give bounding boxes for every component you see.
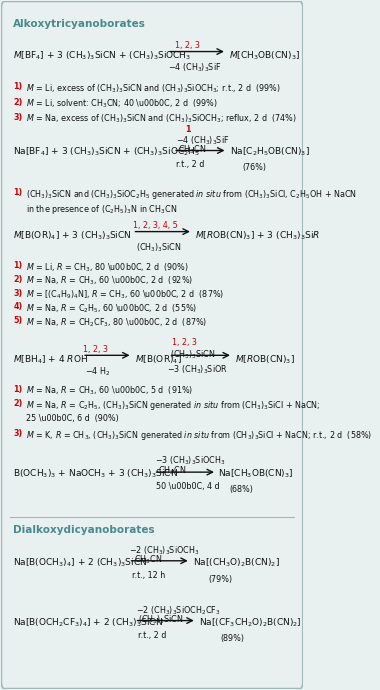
Text: $M$ = K, $R$ = CH$_3$, (CH$_3$)$_3$SiCN generated $\it{in\ situ}$ from (CH$_3$)$: $M$ = K, $R$ = CH$_3$, (CH$_3$)$_3$SiCN … xyxy=(26,429,372,442)
Text: Na[CH$_3$OB(CN)$_3$]: Na[CH$_3$OB(CN)$_3$] xyxy=(218,467,294,480)
Text: Na[B(OCH$_3$)$_4$] + 2 (CH$_3$)$_3$SiCN: Na[B(OCH$_3$)$_4$] + 2 (CH$_3$)$_3$SiCN xyxy=(13,557,148,569)
Text: CH$_3$CN: CH$_3$CN xyxy=(158,464,186,477)
Text: $-$4 H$_2$: $-$4 H$_2$ xyxy=(85,366,111,378)
Text: 5): 5) xyxy=(13,316,23,325)
Text: $M$[BF$_4$] + 3 (CH$_3$)$_3$SiCN + (CH$_3$)$_3$SiOCH$_3$: $M$[BF$_4$] + 3 (CH$_3$)$_3$SiCN + (CH$_… xyxy=(13,50,192,62)
Text: 1): 1) xyxy=(13,188,23,197)
Text: Dialkoxydicyanoborates: Dialkoxydicyanoborates xyxy=(13,525,155,535)
Text: $M$[$R$OB(CN)$_3$] + 3 (CH$_3$)$_3$Si$R$: $M$[$R$OB(CN)$_3$] + 3 (CH$_3$)$_3$Si$R$ xyxy=(195,230,320,242)
Text: 1): 1) xyxy=(13,83,23,92)
Text: 4): 4) xyxy=(13,302,23,311)
Text: (76%): (76%) xyxy=(242,163,266,172)
Text: Alkoxytricyanoborates: Alkoxytricyanoborates xyxy=(13,19,146,28)
Text: (68%): (68%) xyxy=(230,484,254,493)
Text: $-$3 (CH$_3$)$_3$SiOCH$_3$: $-$3 (CH$_3$)$_3$SiOCH$_3$ xyxy=(155,455,225,467)
Text: $M$ = Li, solvent: CH$_3$CN; 40 \u00b0C, 2 d  (99%): $M$ = Li, solvent: CH$_3$CN; 40 \u00b0C,… xyxy=(26,97,218,110)
Text: $-$4 (CH$_3$)$_3$SiF: $-$4 (CH$_3$)$_3$SiF xyxy=(176,135,230,147)
Text: (CH$_3$)$_3$SiCN and (CH$_3$)$_3$SiOC$_2$H$_5$ generated $\it{in\ situ}$ from (C: (CH$_3$)$_3$SiCN and (CH$_3$)$_3$SiOC$_2… xyxy=(26,188,357,201)
Text: 2): 2) xyxy=(13,275,23,284)
Text: 3): 3) xyxy=(13,288,23,297)
Text: 1): 1) xyxy=(13,261,23,270)
Text: Na[C$_2$H$_5$OB(CN)$_3$]: Na[C$_2$H$_5$OB(CN)$_3$] xyxy=(230,146,310,158)
Text: $M$ = Na, $R$ = CH$_2$CF$_3$, 80 \u00b0C, 2 d  (87%): $M$ = Na, $R$ = CH$_2$CF$_3$, 80 \u00b0C… xyxy=(26,316,207,328)
Text: $-$3 (CH$_3$)$_3$SiOR: $-$3 (CH$_3$)$_3$SiOR xyxy=(167,364,228,376)
Text: 1, 2, 3: 1, 2, 3 xyxy=(172,338,196,347)
Text: CH$_3$CN: CH$_3$CN xyxy=(178,144,206,156)
Text: (79%): (79%) xyxy=(209,575,233,584)
Text: $M$ = Li, excess of (CH$_3$)$_3$SiCN and (CH$_3$)$_3$SiOCH$_3$; r.t., 2 d  (99%): $M$ = Li, excess of (CH$_3$)$_3$SiCN and… xyxy=(26,83,281,95)
Text: $M$ = Na, excess of (CH$_3$)$_3$SiCN and (CH$_3$)$_3$SiOCH$_3$; reflux, 2 d  (74: $M$ = Na, excess of (CH$_3$)$_3$SiCN and… xyxy=(26,112,297,125)
Text: 1: 1 xyxy=(185,125,191,134)
Text: 1, 2, 3, 4, 5: 1, 2, 3, 4, 5 xyxy=(133,221,178,230)
Text: (89%): (89%) xyxy=(221,634,245,643)
Text: $M$ = Na, $R$ = C$_2$H$_5$, 60 \u00b0C, 2 d  (55%): $M$ = Na, $R$ = C$_2$H$_5$, 60 \u00b0C, … xyxy=(26,302,197,315)
Text: 2): 2) xyxy=(13,399,23,408)
Text: $M$[BH$_4$] + 4 $R$OH: $M$[BH$_4$] + 4 $R$OH xyxy=(13,353,89,366)
Text: Na[(CF$_3$CH$_2$O)$_2$B(CN)$_2$]: Na[(CF$_3$CH$_2$O)$_2$B(CN)$_2$] xyxy=(199,616,301,629)
Text: in the presence of (C$_2$H$_5$)$_3$N in CH$_3$CN: in the presence of (C$_2$H$_5$)$_3$N in … xyxy=(26,204,177,217)
Text: $-$2 (CH$_3$)$_3$SiOCH$_3$: $-$2 (CH$_3$)$_3$SiOCH$_3$ xyxy=(130,544,200,557)
Text: 50 \u00b0C, 4 d: 50 \u00b0C, 4 d xyxy=(156,482,219,491)
Text: 1, 2, 3: 1, 2, 3 xyxy=(83,345,108,354)
Text: r.t., 2 d: r.t., 2 d xyxy=(138,631,166,640)
Text: 3): 3) xyxy=(13,429,23,438)
Text: Na[(CH$_3$O)$_2$B(CN)$_2$]: Na[(CH$_3$O)$_2$B(CN)$_2$] xyxy=(193,557,280,569)
Text: 1): 1) xyxy=(13,385,23,394)
Text: $M$ = Li, $R$ = CH$_3$, 80 \u00b0C, 2 d  (90%): $M$ = Li, $R$ = CH$_3$, 80 \u00b0C, 2 d … xyxy=(26,261,189,274)
Text: 25 \u00b0C, 6 d  (90%): 25 \u00b0C, 6 d (90%) xyxy=(26,414,119,423)
Text: $M$ = Na, $R$ = C$_2$H$_5$, (CH$_3$)$_3$SiCN generated $\it{in\ situ}$ from (CH$: $M$ = Na, $R$ = C$_2$H$_5$, (CH$_3$)$_3$… xyxy=(26,399,321,412)
Text: (CH$_3$)$_3$SiCN: (CH$_3$)$_3$SiCN xyxy=(169,348,215,361)
Text: $M$ = Na, $R$ = CH$_3$, 60 \u00b0C, 2 d  (92%): $M$ = Na, $R$ = CH$_3$, 60 \u00b0C, 2 d … xyxy=(26,275,193,288)
Text: r.t., 2 d: r.t., 2 d xyxy=(176,160,204,169)
Text: 2): 2) xyxy=(13,97,23,106)
Text: $M$[CH$_3$OB(CN)$_3$]: $M$[CH$_3$OB(CN)$_3$] xyxy=(229,50,300,62)
Text: $-$4 (CH$_3$)$_3$SiF: $-$4 (CH$_3$)$_3$SiF xyxy=(168,62,221,75)
Text: Na[B(OCH$_2$CF$_3$)$_4$] + 2 (CH$_3$)$_3$SiCN: Na[B(OCH$_2$CF$_3$)$_4$] + 2 (CH$_3$)$_3… xyxy=(13,616,163,629)
Text: CH$_3$CN: CH$_3$CN xyxy=(134,554,162,566)
Text: $-$2 (CH$_3$)$_3$SiOCH$_2$CF$_3$: $-$2 (CH$_3$)$_3$SiOCH$_2$CF$_3$ xyxy=(136,604,220,617)
Text: 3): 3) xyxy=(13,112,23,121)
Text: $M$[B(OR)$_4$] + 3 (CH$_3$)$_3$SiCN: $M$[B(OR)$_4$] + 3 (CH$_3$)$_3$SiCN xyxy=(13,230,132,242)
Text: (CH$_3$)$_3$SiCN: (CH$_3$)$_3$SiCN xyxy=(136,242,181,255)
Text: 1, 2, 3: 1, 2, 3 xyxy=(175,41,200,50)
FancyBboxPatch shape xyxy=(2,1,303,689)
Text: B(OCH$_3$)$_3$ + NaOCH$_3$ + 3 (CH$_3$)$_3$SiCN: B(OCH$_3$)$_3$ + NaOCH$_3$ + 3 (CH$_3$)$… xyxy=(13,467,179,480)
Text: (CH$_3$)$_3$SiCN: (CH$_3$)$_3$SiCN xyxy=(138,613,183,627)
Text: $M$[B(OR)$_4$]: $M$[B(OR)$_4$] xyxy=(135,353,182,366)
Text: $M$ = Na, $R$ = CH$_3$, 60 \u00b0C, 5 d  (91%): $M$ = Na, $R$ = CH$_3$, 60 \u00b0C, 5 d … xyxy=(26,385,193,397)
Text: $M$[$R$OB(CN)$_3$]: $M$[$R$OB(CN)$_3$] xyxy=(235,353,295,366)
Text: r.t., 12 h: r.t., 12 h xyxy=(131,571,165,580)
Text: Na[BF$_4$] + 3 (CH$_3$)$_3$SiCN + (CH$_3$)$_3$SiOC$_2$H$_5$: Na[BF$_4$] + 3 (CH$_3$)$_3$SiCN + (CH$_3… xyxy=(13,146,201,158)
Text: $M$ = [(C$_4$H$_9$)$_4$N], $R$ = CH$_3$, 60 \u00b0C, 2 d  (87%): $M$ = [(C$_4$H$_9$)$_4$N], $R$ = CH$_3$,… xyxy=(26,288,224,301)
